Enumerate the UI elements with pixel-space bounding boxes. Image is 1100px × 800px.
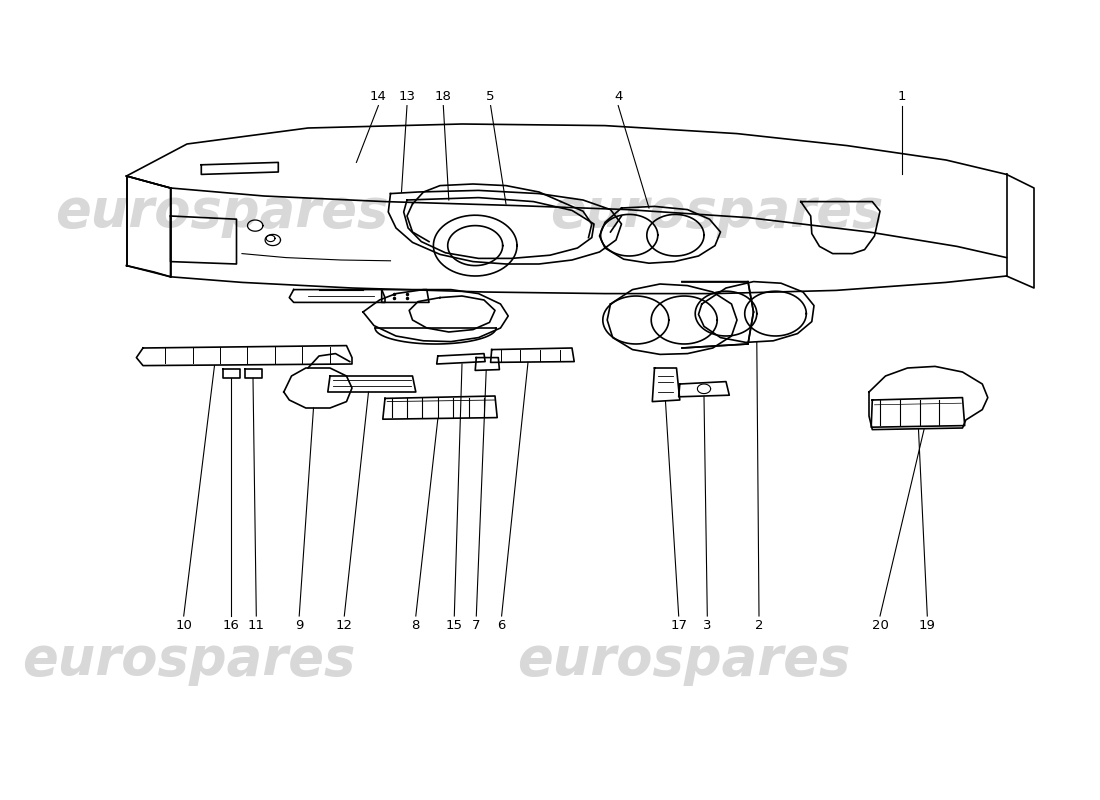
Text: 12: 12: [336, 619, 353, 632]
Text: 15: 15: [446, 619, 463, 632]
Text: 16: 16: [222, 619, 240, 632]
Text: 3: 3: [703, 619, 712, 632]
Text: 18: 18: [434, 90, 452, 102]
Text: 6: 6: [497, 619, 506, 632]
Text: 20: 20: [871, 619, 889, 632]
Text: 7: 7: [472, 619, 481, 632]
Text: 14: 14: [370, 90, 387, 102]
Text: 8: 8: [411, 619, 420, 632]
Text: 2: 2: [755, 619, 763, 632]
Text: 10: 10: [175, 619, 192, 632]
Text: 4: 4: [614, 90, 623, 102]
Text: 19: 19: [918, 619, 936, 632]
Text: 5: 5: [486, 90, 495, 102]
Text: 9: 9: [295, 619, 304, 632]
Text: 17: 17: [670, 619, 688, 632]
Text: 11: 11: [248, 619, 265, 632]
Text: 1: 1: [898, 90, 906, 102]
Text: 13: 13: [398, 90, 416, 102]
Text: eurospares: eurospares: [55, 186, 388, 238]
Text: eurospares: eurospares: [22, 634, 355, 686]
Text: eurospares: eurospares: [550, 186, 883, 238]
Text: eurospares: eurospares: [517, 634, 850, 686]
